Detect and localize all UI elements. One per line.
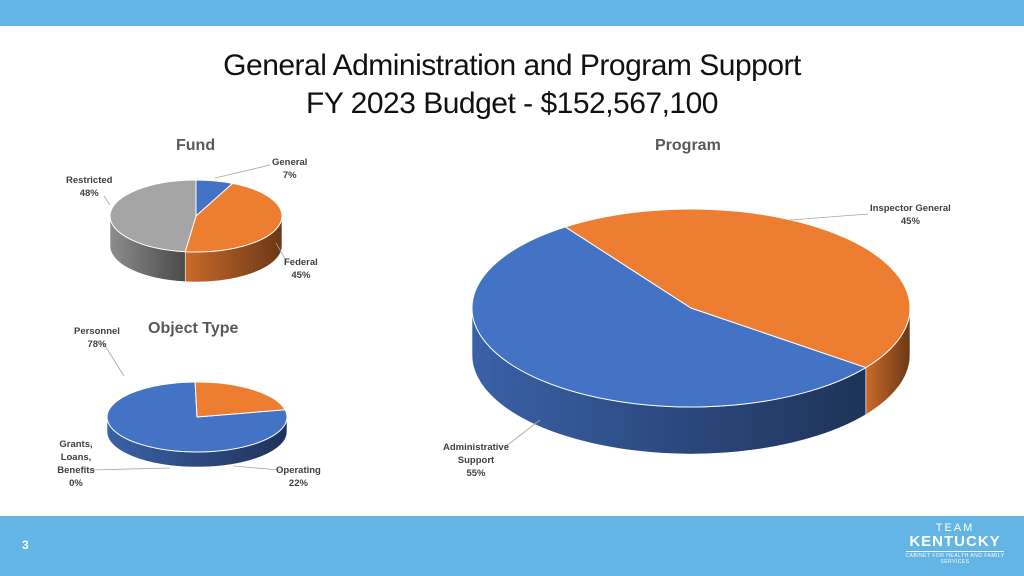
leader-line-2 [103,195,111,206]
program-slice-1 [564,208,911,369]
leader-line-6 [789,213,869,221]
program-chart-title: Program [655,137,721,154]
program-pie-chart [471,208,911,455]
page-number: 3 [22,538,29,552]
slide-title: General Administration and Program Suppo… [223,49,801,82]
leader-line-5 [89,467,171,471]
fund-label-restricted: Restricted 48% [66,175,113,199]
object-slice-1 [194,381,286,418]
team-kentucky-logo: TEAM KENTUCKY CABINET FOR HEALTH AND FAM… [905,522,1005,565]
leader-line-7 [504,419,541,448]
top-accent-bar [0,0,1024,26]
object-type-pie-chart [106,381,288,468]
fund-chart-title: Fund [176,137,216,154]
fund-slice-1 [184,182,283,253]
fund-label-general: General 7% [272,157,308,181]
fund-label-federal: Federal 45% [284,257,318,281]
leader-line-1 [275,242,288,263]
program-label-administrative-support: Administrative Support 55% [443,442,509,479]
label-leader-lines [89,164,869,471]
object-label-personnel: Personnel 78% [74,326,120,350]
object-label-operating: Operating 22% [276,465,321,489]
leader-line-3 [103,343,125,377]
bottom-footer-bar [0,516,1024,576]
leader-line-0 [214,164,271,179]
slide-subtitle: FY 2023 Budget - $152,567,100 [306,87,718,120]
leader-line-4 [232,465,281,471]
fund-slice-2 [109,179,197,253]
object-label-grants: Grants, Loans, Benefits 0% [57,439,95,489]
object-type-chart-title: Object Type [148,320,239,337]
program-slice-0 [471,226,868,408]
program-label-inspector-general: Inspector General 45% [870,203,951,227]
fund-pie-chart [109,179,283,283]
